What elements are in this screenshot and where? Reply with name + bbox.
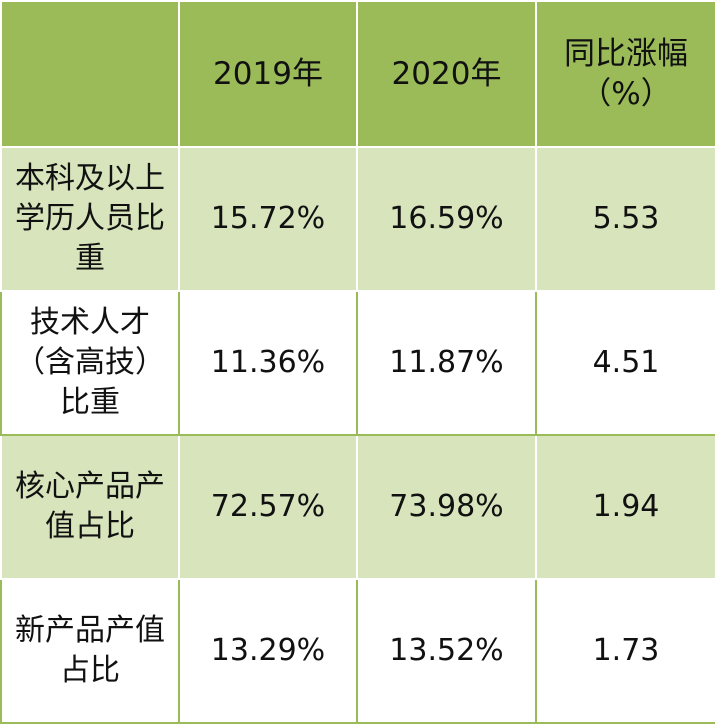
cell-change: 1.73 bbox=[535, 578, 715, 724]
table-row: 本科及以上学历人员比重 15.72% 16.59% 5.53 bbox=[0, 146, 715, 292]
row-label: 本科及以上学历人员比重 bbox=[0, 146, 180, 292]
header-cell-2019: 2019年 bbox=[178, 0, 358, 148]
header-cell-change: 同比涨幅（%） bbox=[535, 0, 715, 148]
row-label: 新产品产值占比 bbox=[0, 578, 180, 724]
cell-change: 4.51 bbox=[535, 290, 715, 436]
table-row: 新产品产值占比 13.29% 13.52% 1.73 bbox=[0, 578, 715, 724]
row-label: 技术人才（含高技）比重 bbox=[0, 290, 180, 436]
cell-2020: 13.52% bbox=[356, 578, 537, 724]
cell-change: 1.94 bbox=[535, 434, 715, 580]
cell-2020: 11.87% bbox=[356, 290, 537, 436]
cell-2019: 72.57% bbox=[178, 434, 358, 580]
table-header-row: 2019年 2020年 同比涨幅（%） bbox=[0, 0, 715, 148]
table-row: 核心产品产值占比 72.57% 73.98% 1.94 bbox=[0, 434, 715, 580]
cell-2019: 11.36% bbox=[178, 290, 358, 436]
header-cell-2020: 2020年 bbox=[356, 0, 537, 148]
header-cell-empty bbox=[0, 0, 180, 148]
table-row: 技术人才（含高技）比重 11.36% 11.87% 4.51 bbox=[0, 290, 715, 436]
cell-2020: 73.98% bbox=[356, 434, 537, 580]
cell-2020: 16.59% bbox=[356, 146, 537, 292]
cell-change: 5.53 bbox=[535, 146, 715, 292]
cell-2019: 13.29% bbox=[178, 578, 358, 724]
cell-2019: 15.72% bbox=[178, 146, 358, 292]
row-label: 核心产品产值占比 bbox=[0, 434, 180, 580]
